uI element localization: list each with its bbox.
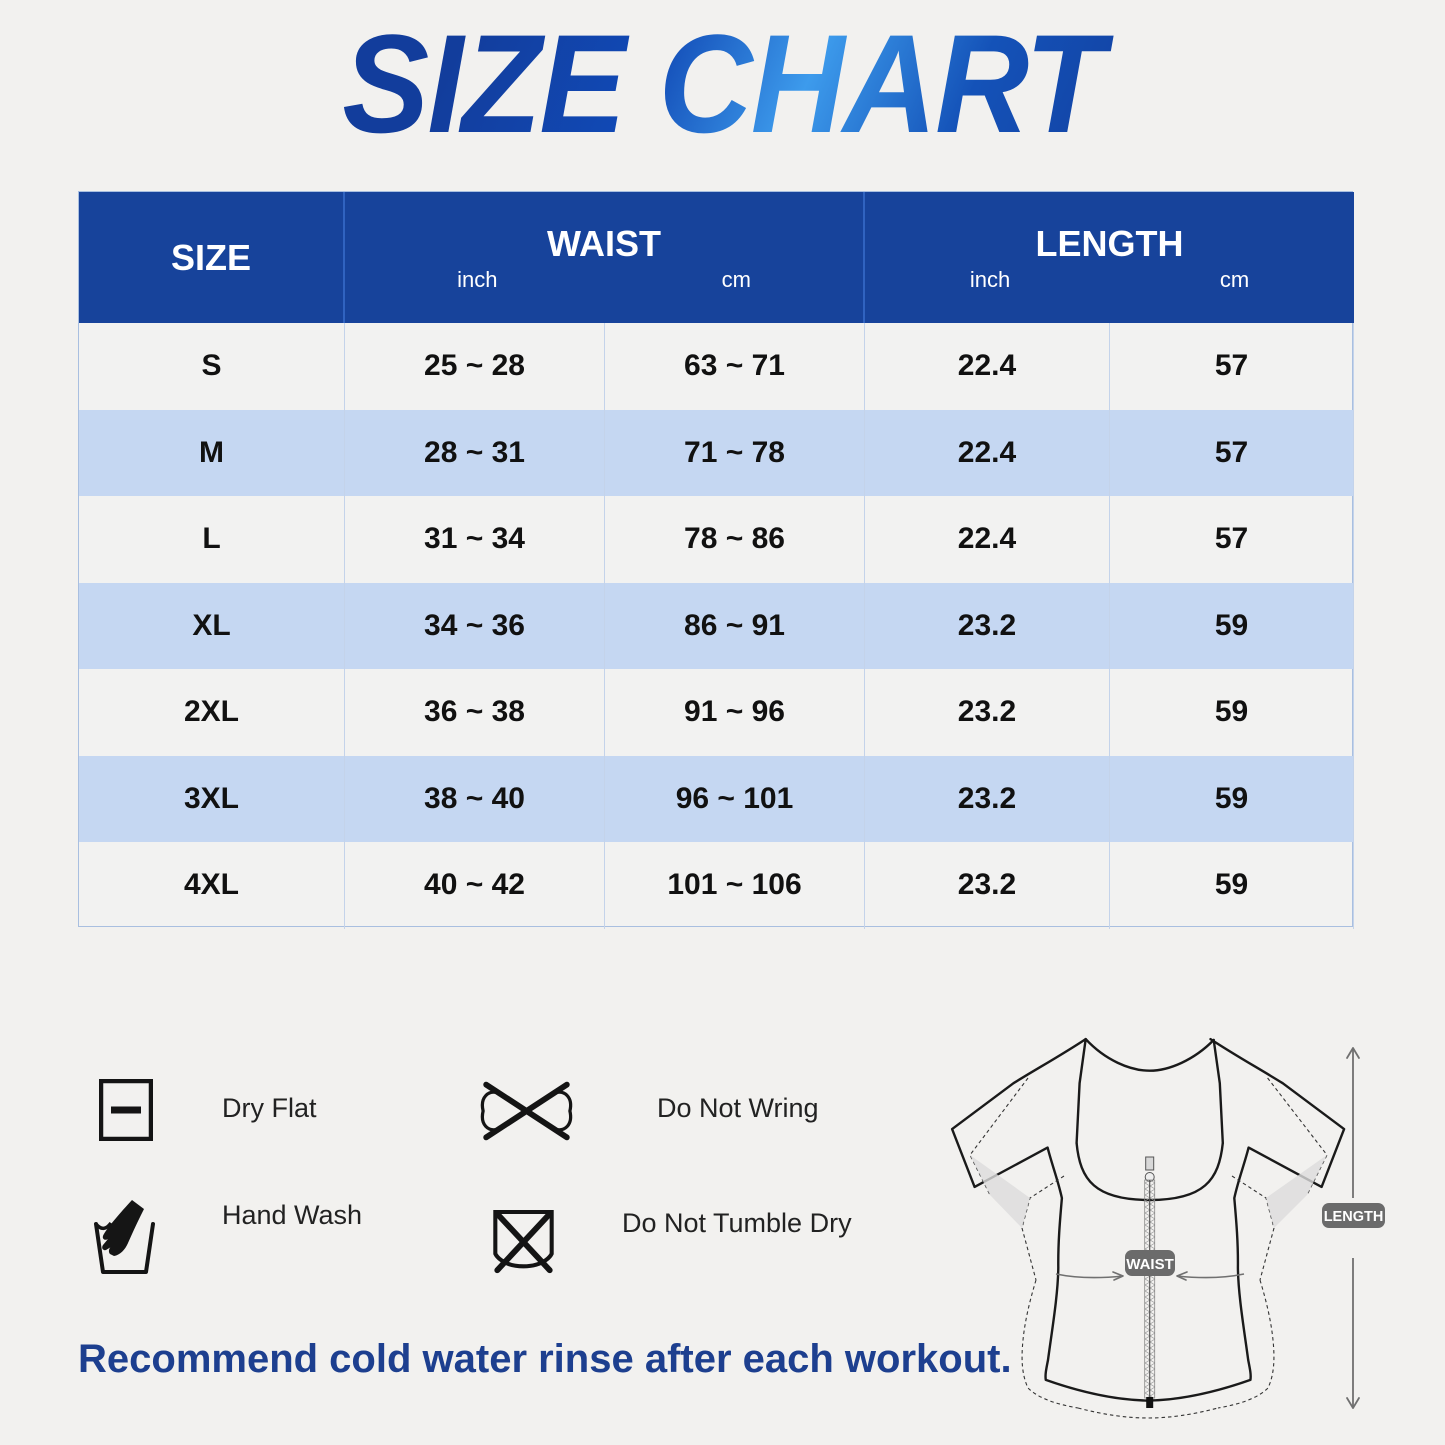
svg-text:LENGTH: LENGTH: [1324, 1209, 1384, 1225]
svg-text:WAIST: WAIST: [1126, 1256, 1174, 1273]
